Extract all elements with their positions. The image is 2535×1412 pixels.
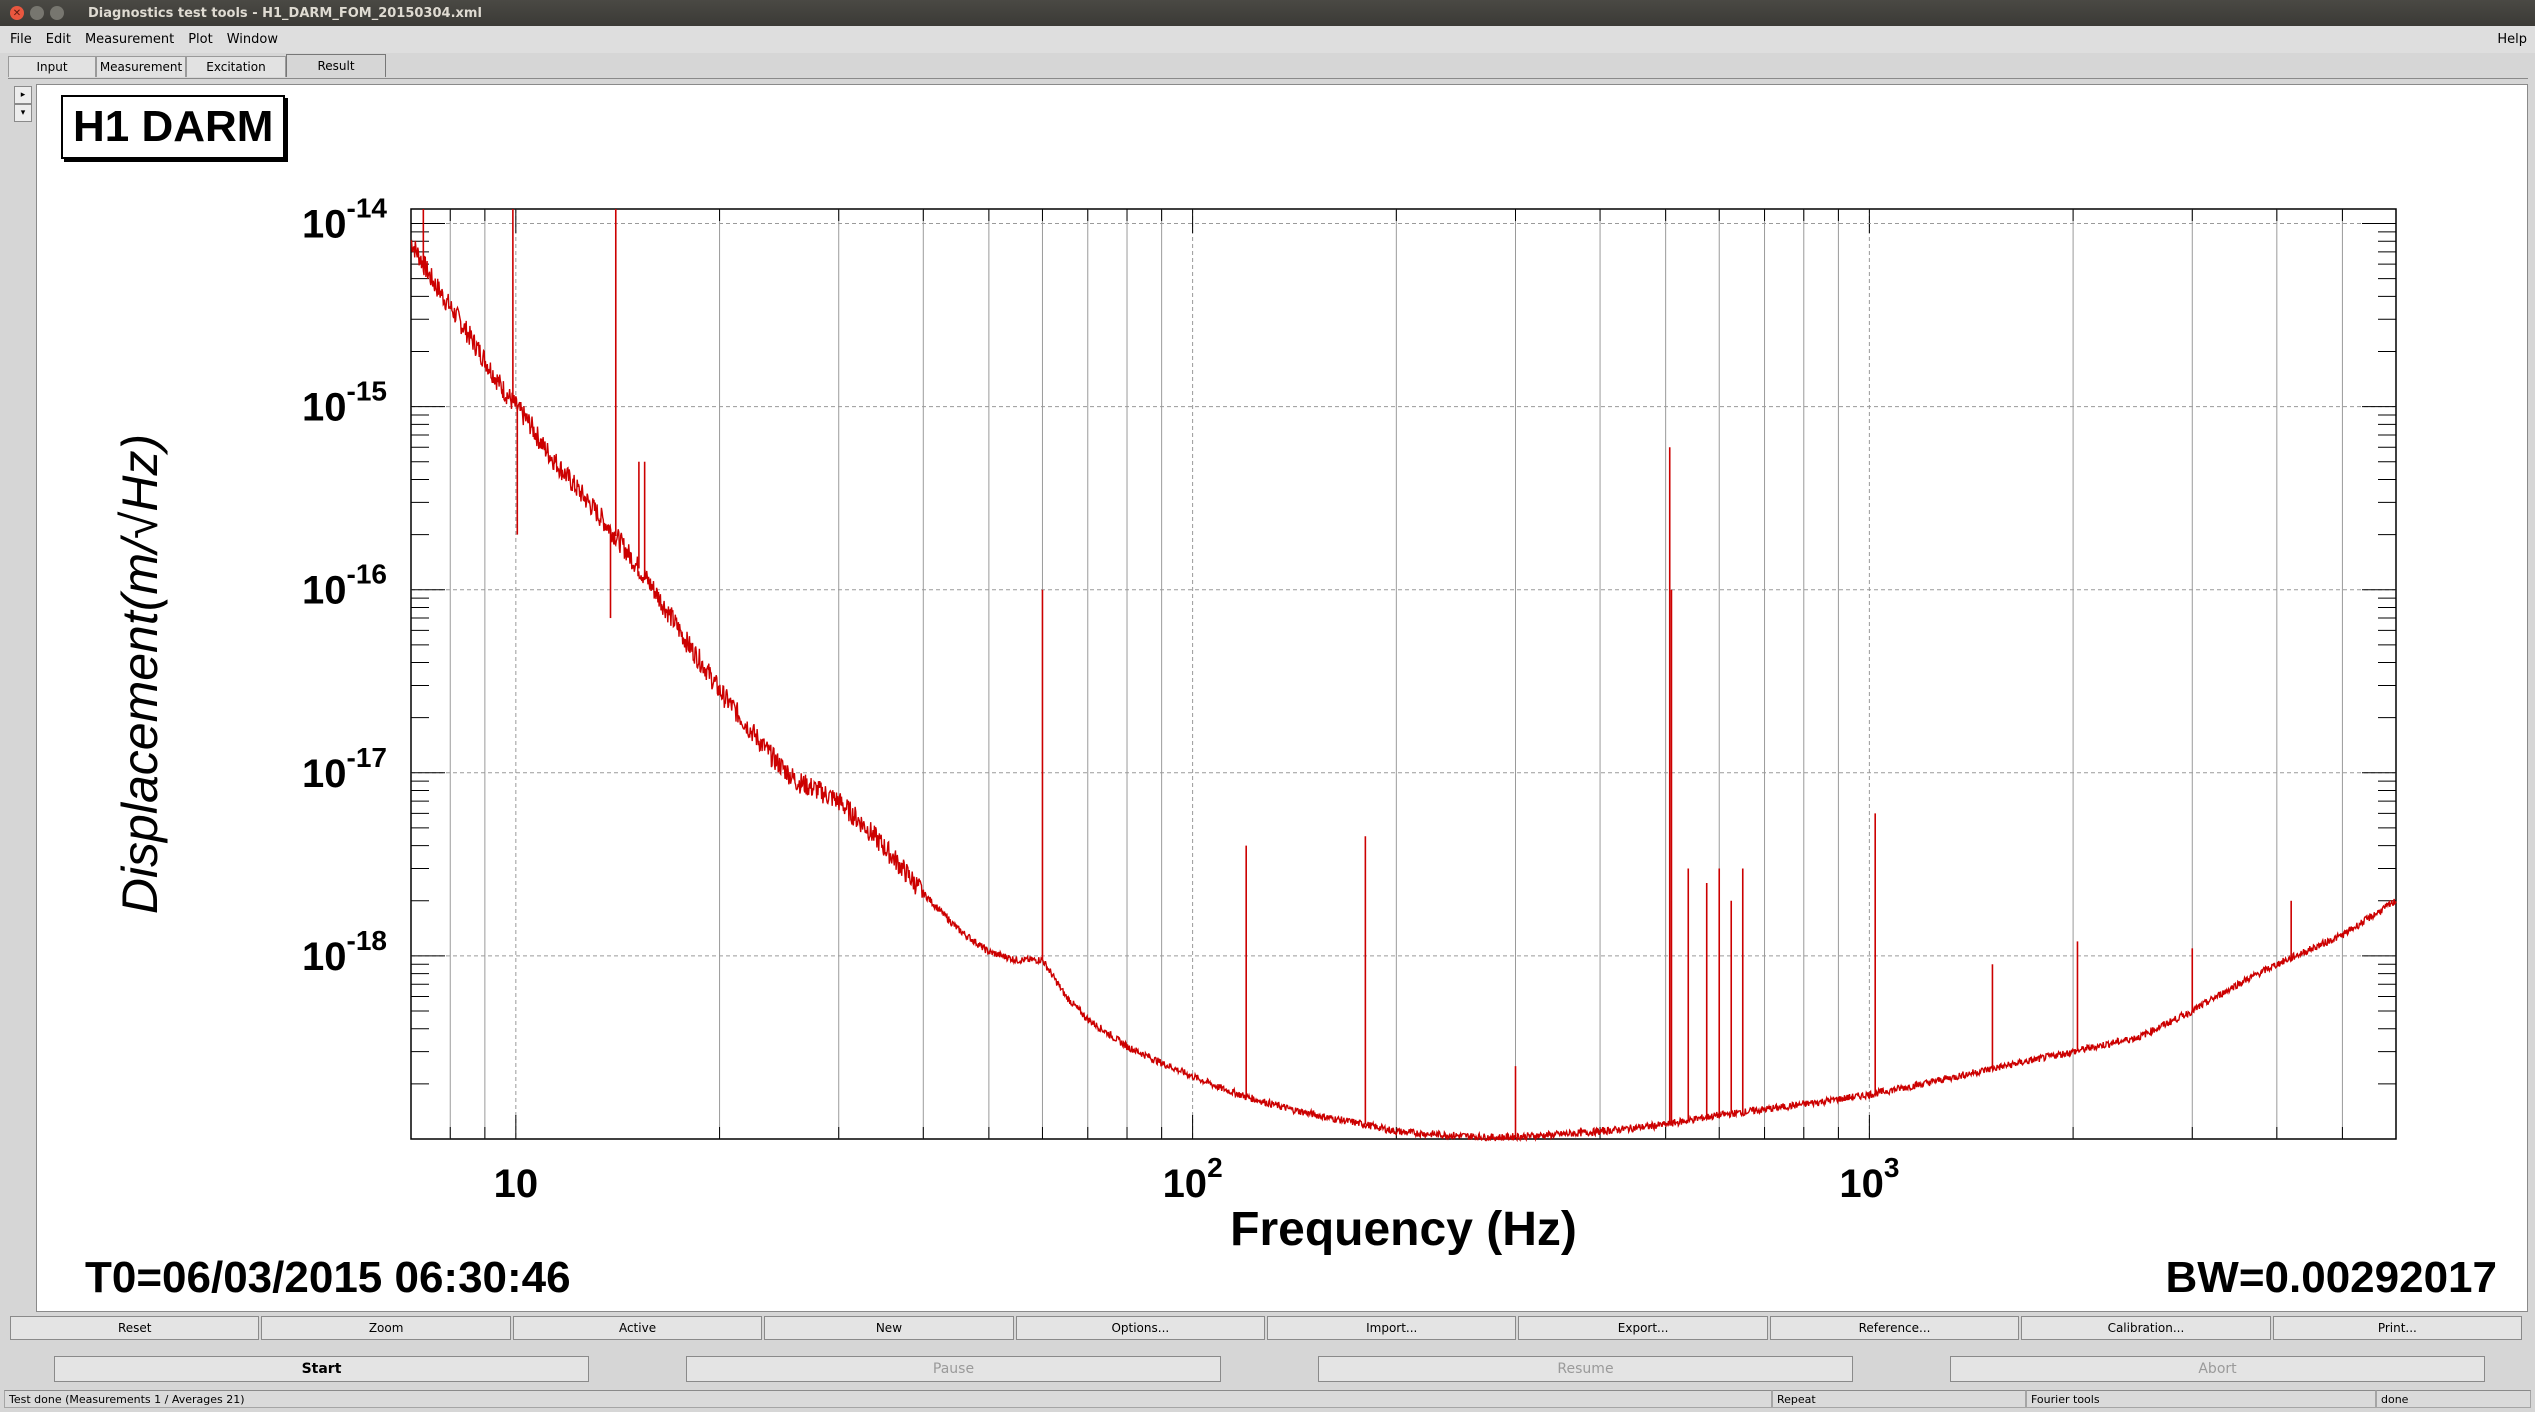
expand-right-arrow-icon[interactable]: ▸ [14,86,32,104]
bw-label: BW=0.00292017 [2165,1253,2497,1302]
tab-strip-divider [8,78,2528,79]
y-tick-label: 10-18 [302,925,387,979]
y-tick-label: 10-15 [302,376,387,430]
menu-edit[interactable]: Edit [45,32,71,47]
menu-bar: File Edit Measurement Plot Window Help [0,26,2535,53]
minimize-window-icon[interactable] [30,6,44,20]
menu-window[interactable]: Window [226,32,278,47]
active-button[interactable]: Active [512,1316,763,1340]
asd-trace [410,239,2397,1143]
tab-excitation[interactable]: Excitation [186,56,286,77]
status-tool: Fourier tools [2026,1390,2376,1408]
resume-button[interactable]: Resume [1318,1356,1853,1382]
reset-button[interactable]: Reset [10,1316,260,1340]
y-tick-label: 10-14 [302,192,387,246]
abort-button[interactable]: Abort [1950,1356,2485,1382]
window-title: Diagnostics test tools - H1_DARM_FOM_201… [88,5,482,21]
close-window-icon[interactable]: ✕ [10,6,24,20]
status-state: done [2376,1390,2531,1408]
pad-title: H1 DARM [61,95,286,159]
y-axis-label: Displacement(m/√Hz) [112,434,168,914]
tab-measurement[interactable]: Measurement [96,56,186,77]
chart-canvas[interactable]: 10-14 10-15 10-16 10-17 10-18 10 102 103 Frequen… [37,85,2527,1311]
measurement-run-buttons: Start Pause Resume Abort [0,1356,2535,1384]
new-button[interactable]: New [764,1316,1014,1340]
tab-result[interactable]: Result [286,54,386,77]
plot-frame [410,208,2397,1140]
status-repeat: Repeat [1772,1390,2026,1408]
plot-pane[interactable]: 10-14 10-15 10-16 10-17 10-18 10 102 103 Frequen… [36,84,2528,1312]
menu-plot[interactable]: Plot [188,32,213,47]
calibration-button[interactable]: Calibration... [2021,1316,2271,1340]
x-tick-label: 103 [1839,1152,1899,1206]
options-button[interactable]: Options... [1015,1316,1266,1340]
menu-measurement[interactable]: Measurement [84,32,175,47]
start-button[interactable]: Start [54,1356,589,1382]
reference-button[interactable]: Reference... [1769,1316,2020,1340]
maximize-window-icon[interactable] [50,6,64,20]
y-tick-label: 10-17 [302,742,387,796]
zoom-button[interactable]: Zoom [261,1316,511,1340]
window-title-bar: ✕ Diagnostics test tools - H1_DARM_FOM_2… [0,0,2535,26]
x-tick-label: 10 [494,1162,539,1206]
menu-help[interactable]: Help [2497,32,2527,47]
pause-button[interactable]: Pause [686,1356,1221,1382]
menu-file[interactable]: File [10,32,32,47]
t0-label: T0=06/03/2015 06:30:46 [85,1253,571,1302]
x-tick-label: 102 [1163,1152,1223,1206]
plot-control-buttons: Reset Zoom Active New Options... Import.… [10,1316,2524,1342]
print-button[interactable]: Print... [2272,1316,2523,1340]
tab-strip: Input Measurement Excitation Result [8,54,386,78]
status-message: Test done (Measurements 1 / Averages 21) [4,1390,1772,1408]
y-tick-label: 10-16 [302,559,387,613]
expand-down-arrow-icon[interactable]: ▾ [14,104,32,122]
export-button[interactable]: Export... [1518,1316,1768,1340]
x-axis-label: Frequency (Hz) [1230,1203,1577,1256]
status-bar: Test done (Measurements 1 / Averages 21)… [0,1388,2535,1412]
tab-input[interactable]: Input [8,56,96,77]
import-button[interactable]: Import... [1267,1316,1517,1340]
